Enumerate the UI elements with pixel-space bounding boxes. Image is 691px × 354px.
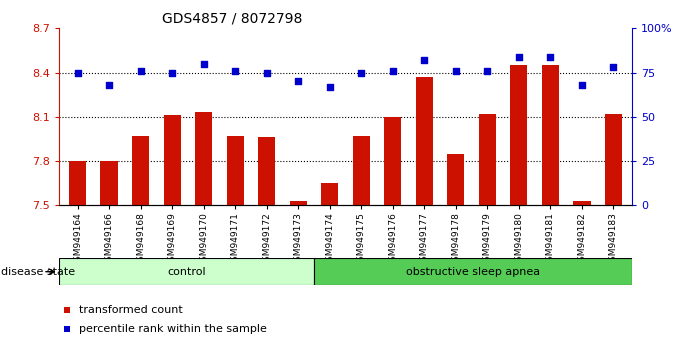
Bar — [100, 161, 118, 205]
Point — [135, 68, 146, 74]
Bar — [258, 137, 276, 205]
Text: control: control — [167, 267, 206, 277]
Bar — [510, 65, 527, 205]
Point — [482, 68, 493, 74]
Point — [576, 82, 587, 88]
Text: disease state: disease state — [1, 267, 75, 277]
Bar — [132, 136, 149, 205]
Bar — [352, 136, 370, 205]
Point — [293, 79, 304, 84]
Point — [419, 57, 430, 63]
Point — [261, 70, 272, 75]
Bar — [314, 258, 632, 285]
Point — [356, 70, 367, 75]
Point — [608, 64, 619, 70]
Bar — [59, 258, 314, 285]
Bar — [164, 115, 181, 205]
Point — [229, 68, 240, 74]
Bar — [290, 201, 307, 205]
Bar — [227, 136, 244, 205]
Text: percentile rank within the sample: percentile rank within the sample — [79, 324, 267, 334]
Bar — [321, 183, 339, 205]
Bar — [605, 114, 622, 205]
Point — [451, 68, 462, 74]
Bar — [447, 154, 464, 205]
Bar — [384, 117, 401, 205]
Point — [545, 54, 556, 59]
Point — [104, 82, 115, 88]
Text: GDS4857 / 8072798: GDS4857 / 8072798 — [162, 12, 303, 26]
Point — [198, 61, 209, 67]
Text: transformed count: transformed count — [79, 305, 182, 315]
Bar — [542, 65, 559, 205]
Bar — [415, 77, 433, 205]
Text: obstructive sleep apnea: obstructive sleep apnea — [406, 267, 540, 277]
Point — [324, 84, 335, 90]
Bar — [479, 114, 496, 205]
Point — [167, 70, 178, 75]
Point — [72, 70, 83, 75]
Bar — [573, 201, 591, 205]
Bar — [195, 112, 212, 205]
Point — [513, 54, 524, 59]
Point — [387, 68, 398, 74]
Bar — [69, 161, 86, 205]
